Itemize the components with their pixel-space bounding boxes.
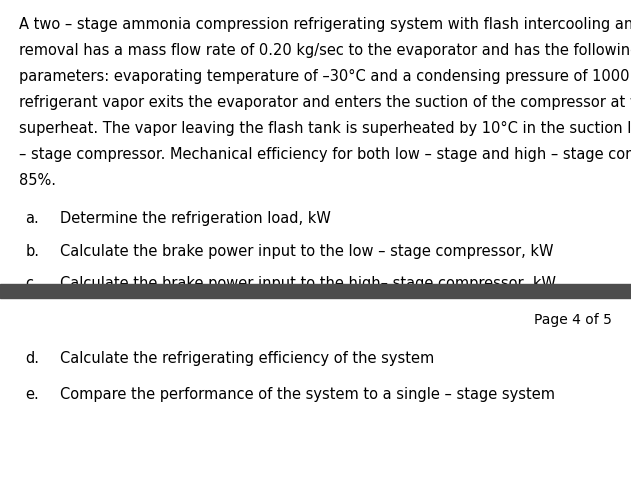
Text: c.: c.	[25, 276, 38, 291]
Text: refrigerant vapor exits the evaporator and enters the suction of the compressor : refrigerant vapor exits the evaporator a…	[19, 95, 631, 110]
Text: – stage compressor. Mechanical efficiency for both low – stage and high – stage : – stage compressor. Mechanical efficienc…	[19, 147, 631, 162]
Text: 85%.: 85%.	[19, 173, 56, 188]
Text: Page 4 of 5: Page 4 of 5	[534, 313, 612, 327]
Text: Compare the performance of the system to a single – stage system: Compare the performance of the system to…	[60, 387, 555, 402]
Text: Calculate the brake power input to the low – stage compressor, kW: Calculate the brake power input to the l…	[60, 244, 553, 258]
Text: Calculate the brake power input to the high– stage compressor, kW: Calculate the brake power input to the h…	[60, 276, 556, 291]
Text: a.: a.	[25, 211, 39, 226]
Text: e.: e.	[25, 387, 39, 402]
Bar	[0, 284, 631, 298]
Text: superheat. The vapor leaving the flash tank is superheated by 10°C in the suctio: superheat. The vapor leaving the flash t…	[19, 121, 631, 136]
Text: Calculate the refrigerating efficiency of the system: Calculate the refrigerating efficiency o…	[60, 351, 434, 366]
Text: b.: b.	[25, 244, 39, 258]
Text: d.: d.	[25, 351, 39, 366]
Text: removal has a mass flow rate of 0.20 kg/sec to the evaporator and has the follow: removal has a mass flow rate of 0.20 kg/…	[19, 43, 631, 58]
Text: Determine the refrigeration load, kW: Determine the refrigeration load, kW	[60, 211, 331, 226]
Text: A two – stage ammonia compression refrigerating system with flash intercooling a: A two – stage ammonia compression refrig…	[19, 17, 631, 32]
Text: parameters: evaporating temperature of –30°C and a condensing pressure of 1000 k: parameters: evaporating temperature of –…	[19, 69, 631, 84]
